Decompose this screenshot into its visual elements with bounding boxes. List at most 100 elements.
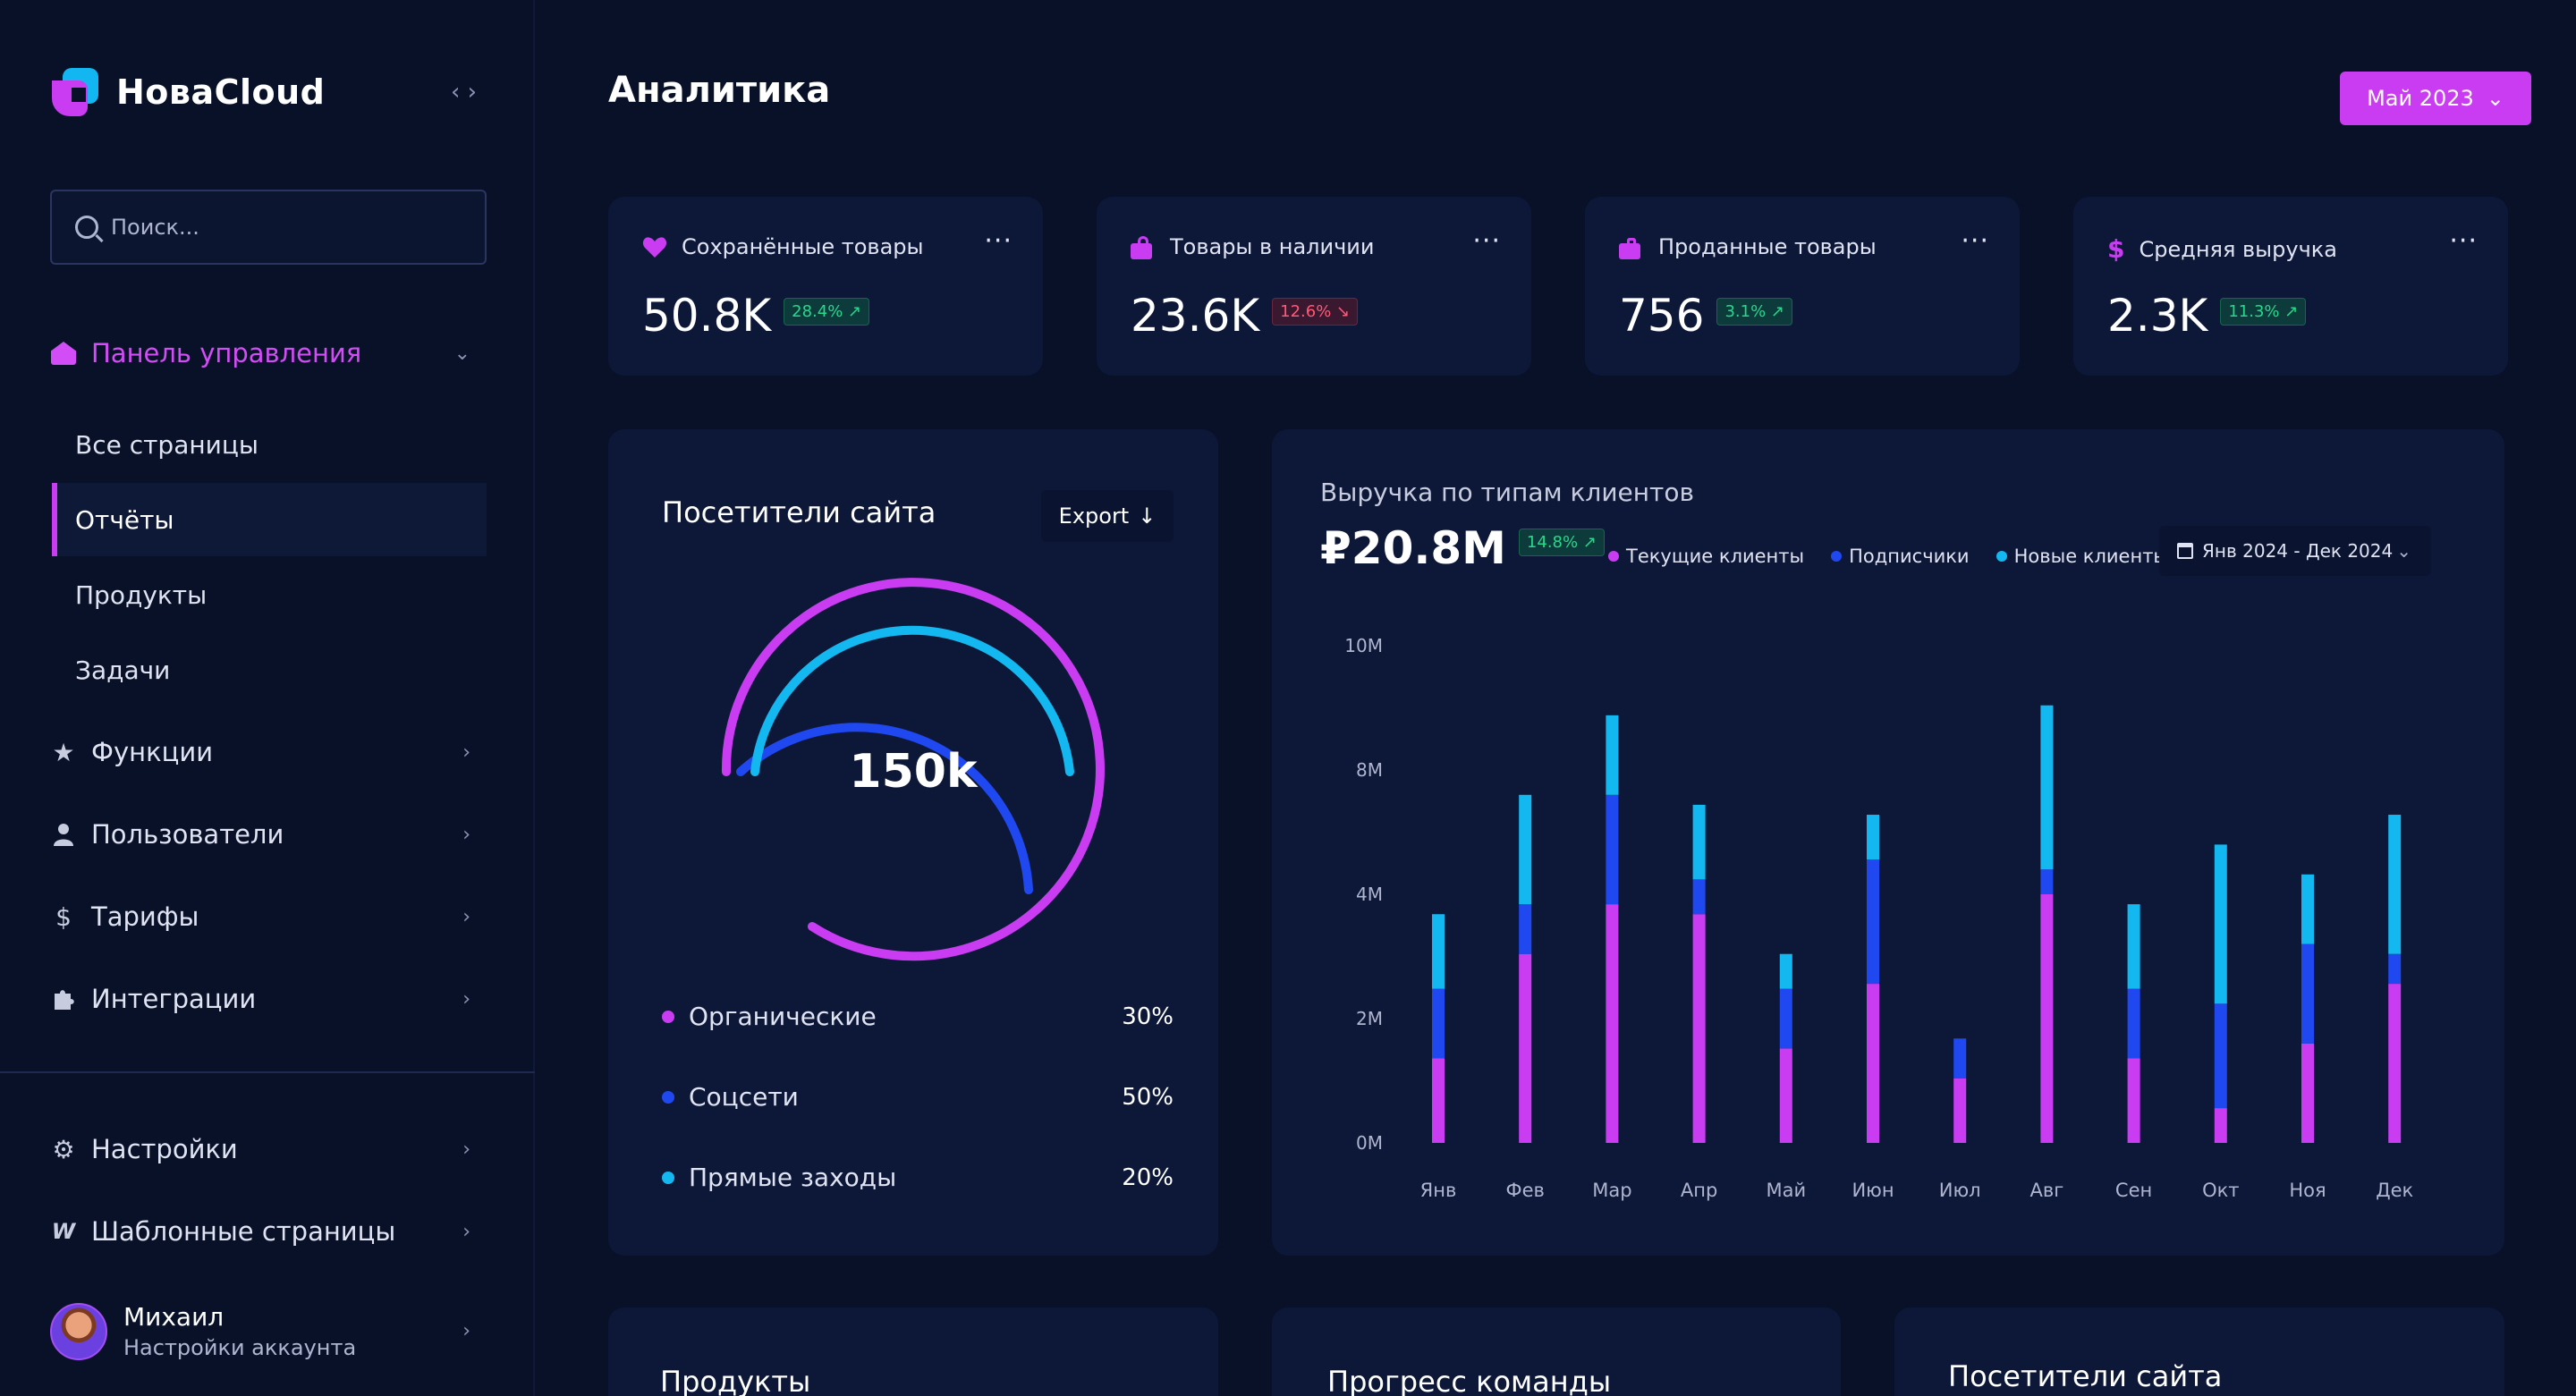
search-box[interactable] xyxy=(50,190,487,265)
period-select[interactable]: Май 2023 ⌄ xyxy=(2340,72,2531,125)
legend-pct: 20% xyxy=(1122,1163,1174,1191)
collapse-sidebar-icon[interactable]: ‹ › xyxy=(451,79,478,106)
date-range-select[interactable]: Янв 2024 - Дек 2024 ⌄ xyxy=(2159,526,2431,576)
subnav-label: Продукты xyxy=(75,580,208,610)
bar-segment-subscribers-7[interactable] xyxy=(2040,869,2054,894)
bar-segment-subscribers-10[interactable] xyxy=(2301,943,2314,1044)
account-menu[interactable]: Михаил Настройки аккаунта › xyxy=(50,1302,470,1360)
bar-segment-subscribers-9[interactable] xyxy=(2214,1003,2227,1109)
brand-logo[interactable]: HовaCloud xyxy=(52,68,325,116)
logo-icon xyxy=(52,68,100,116)
bag-icon xyxy=(1131,234,1156,259)
bar-segment-current-8[interactable] xyxy=(2127,1058,2140,1143)
subnav-products[interactable]: Продукты xyxy=(52,558,487,631)
nav-features[interactable]: ★ Функции › xyxy=(50,737,470,767)
bar-segment-subscribers-3[interactable] xyxy=(1692,879,1706,915)
star-icon: ★ xyxy=(52,737,75,767)
nav-users[interactable]: Пользователи › xyxy=(50,819,470,850)
kpi-card-saved: Сохранённые товары ··· 50.8K 28.4% ↗ xyxy=(608,197,1043,376)
briefcase-icon xyxy=(1619,234,1644,259)
bar-segment-current-5[interactable] xyxy=(1867,984,1879,1143)
more-icon[interactable]: ··· xyxy=(2449,225,2478,257)
sidebar: HовaCloud ‹ › Панель управления ⌄ Все ст… xyxy=(0,0,535,1396)
bar-segment-current-11[interactable] xyxy=(2388,984,2402,1143)
bar-segment-current-7[interactable] xyxy=(2040,894,2054,1143)
bar-segment-new-10[interactable] xyxy=(2301,874,2314,944)
nav-label: Тарифы xyxy=(91,901,199,932)
legend-social: Соцсети 50% xyxy=(662,1082,1174,1112)
export-label: Export xyxy=(1058,503,1130,529)
site-visitors-card: Посетители сайта xyxy=(1894,1307,2504,1396)
subnav-all-pages[interactable]: Все страницы xyxy=(52,408,487,481)
bar-segment-new-11[interactable] xyxy=(2388,815,2402,954)
subnav-label: Все страницы xyxy=(75,429,259,460)
bar-segment-new-4[interactable] xyxy=(1779,953,1792,989)
x-tick-label: Окт xyxy=(2202,1180,2239,1201)
bar-segment-current-6[interactable] xyxy=(1953,1078,1967,1143)
more-icon[interactable]: ··· xyxy=(1961,225,1989,257)
bar-segment-subscribers-8[interactable] xyxy=(2127,988,2140,1059)
bar-segment-current-4[interactable] xyxy=(1779,1048,1792,1143)
bar-segment-new-1[interactable] xyxy=(1519,794,1532,905)
bar-segment-current-9[interactable] xyxy=(2214,1108,2227,1143)
kpi-value: 2.3K xyxy=(2107,290,2208,342)
visitors-title: Посетители сайта xyxy=(662,495,936,529)
kpi-change-badge: 12.6% ↘ xyxy=(1272,298,1359,326)
nav-settings[interactable]: ⚙ Настройки › xyxy=(50,1134,470,1164)
team-progress-card: Прогресс команды xyxy=(1272,1307,1841,1396)
kpi-value: 756 xyxy=(1619,290,1705,342)
revenue-total-value: ₽20.8M xyxy=(1320,522,1506,574)
bar-segment-subscribers-1[interactable] xyxy=(1519,904,1532,954)
kpi-value: 50.8K xyxy=(642,290,772,342)
chevron-down-icon: ⌄ xyxy=(453,342,470,365)
kpi-value: 23.6K xyxy=(1131,290,1260,342)
bar-segment-subscribers-2[interactable] xyxy=(1606,794,1619,905)
nav-dashboard[interactable]: Панель управления ⌄ xyxy=(50,338,470,368)
bar-segment-current-3[interactable] xyxy=(1692,914,1706,1143)
dollar-icon: $ xyxy=(2107,234,2125,264)
visitors-radial-chart: 150k xyxy=(721,578,1105,961)
brand-name: HовaCloud xyxy=(116,72,326,112)
bar-segment-new-2[interactable] xyxy=(1606,715,1619,795)
bar-segment-new-9[interactable] xyxy=(2214,844,2227,1004)
chevron-right-icon: › xyxy=(462,823,470,846)
date-range-label: Янв 2024 - Дек 2024 xyxy=(2202,540,2394,562)
bar-segment-subscribers-4[interactable] xyxy=(1779,988,1792,1049)
bar-segment-current-10[interactable] xyxy=(2301,1043,2314,1143)
subnav-tasks[interactable]: Задачи xyxy=(52,633,487,706)
y-tick-label: 0M xyxy=(1356,1132,1383,1154)
legend-pct: 30% xyxy=(1122,1003,1174,1030)
download-icon: ↓ xyxy=(1138,503,1157,529)
bar-segment-subscribers-0[interactable] xyxy=(1432,988,1445,1059)
bar-segment-subscribers-11[interactable] xyxy=(2388,953,2402,985)
subnav-reports[interactable]: Отчёты xyxy=(52,483,487,556)
bar-segment-new-3[interactable] xyxy=(1692,804,1706,880)
chevron-right-icon: › xyxy=(462,1138,470,1161)
kpi-card-sold: Проданные товары ··· 756 3.1% ↗ xyxy=(1585,197,2020,376)
nav-integrations[interactable]: Интеграции › xyxy=(50,984,470,1014)
x-tick-label: Сен xyxy=(2115,1180,2152,1201)
bar-segment-current-1[interactable] xyxy=(1519,953,1532,1143)
search-input[interactable] xyxy=(111,215,451,240)
nav-pricing[interactable]: $ Тарифы › xyxy=(50,901,470,932)
revenue-total: ₽20.8M 14.8% ↗ xyxy=(1320,522,1605,574)
more-icon[interactable]: ··· xyxy=(984,225,1013,257)
more-icon[interactable]: ··· xyxy=(1472,225,1501,257)
nav-label: Функции xyxy=(91,737,214,767)
export-button[interactable]: Export ↓ xyxy=(1041,490,1174,542)
x-tick-label: Янв xyxy=(1420,1180,1457,1201)
bar-segment-subscribers-5[interactable] xyxy=(1867,859,1879,985)
bar-segment-new-7[interactable] xyxy=(2040,705,2054,870)
bar-segment-new-0[interactable] xyxy=(1432,914,1445,989)
user-icon xyxy=(50,821,77,848)
bar-segment-current-0[interactable] xyxy=(1432,1058,1445,1143)
bar-segment-subscribers-6[interactable] xyxy=(1953,1038,1967,1079)
y-tick-label: 2M xyxy=(1356,1008,1383,1029)
nav-templates[interactable]: W Шаблонные страницы › xyxy=(50,1216,470,1247)
account-settings-link: Настройки аккаунта xyxy=(123,1335,357,1360)
bar-segment-new-8[interactable] xyxy=(2127,904,2140,989)
x-tick-label: Авг xyxy=(2030,1180,2064,1201)
nav-label: Интеграции xyxy=(91,984,257,1014)
bar-segment-current-2[interactable] xyxy=(1606,904,1619,1143)
bar-segment-new-5[interactable] xyxy=(1867,815,1879,860)
